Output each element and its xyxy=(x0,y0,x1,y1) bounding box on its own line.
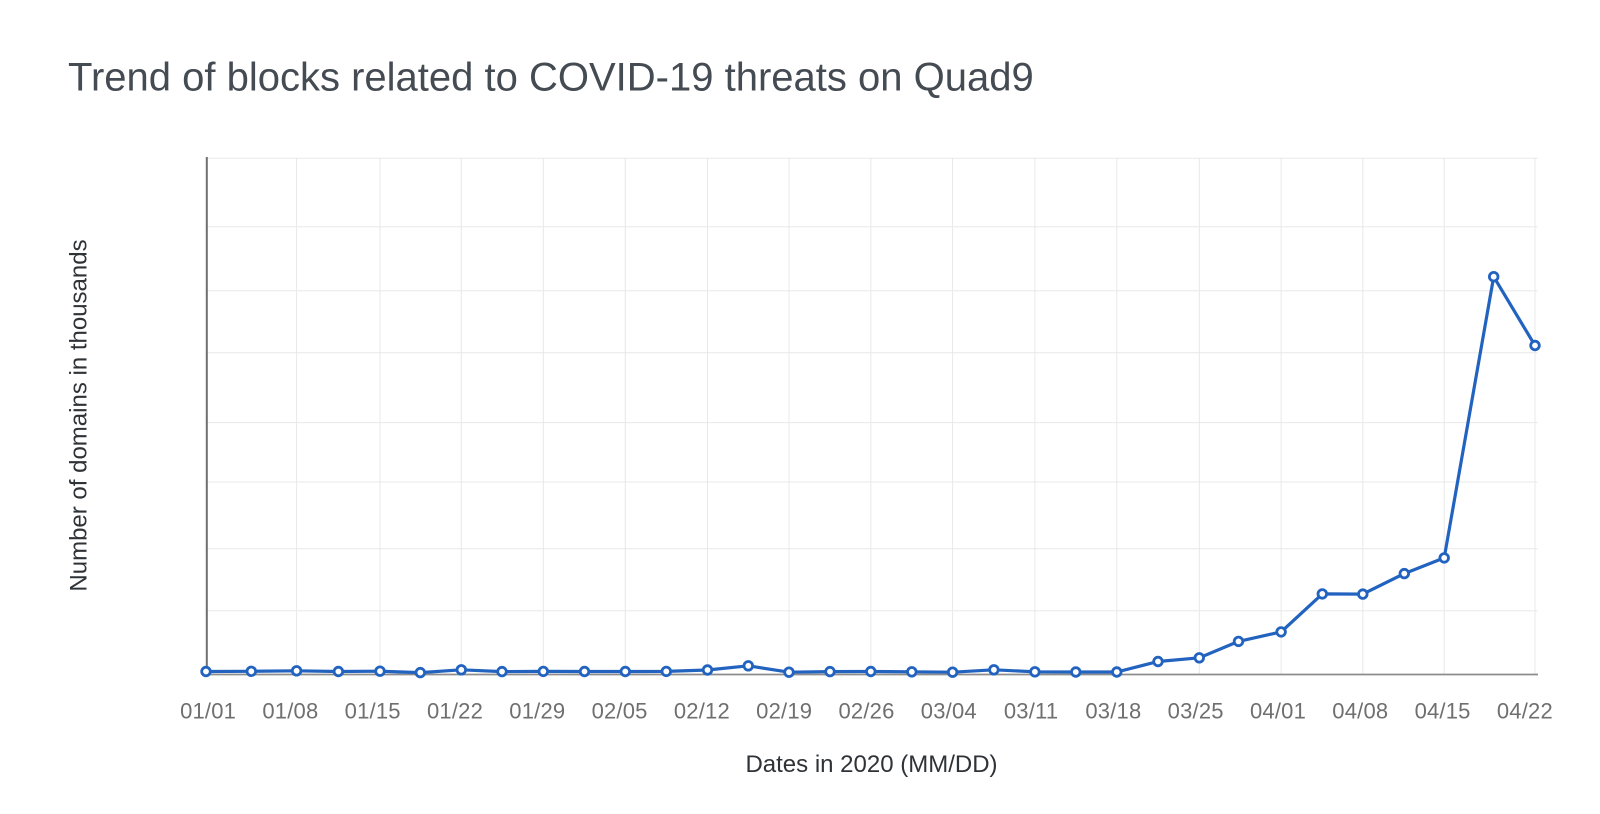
svg-text:01/15: 01/15 xyxy=(345,699,401,724)
svg-text:02/26: 02/26 xyxy=(838,699,894,724)
svg-text:02/05: 02/05 xyxy=(592,699,648,724)
svg-text:04/22: 04/22 xyxy=(1497,699,1553,724)
svg-text:Dates in 2020 (MM/DD): Dates in 2020 (MM/DD) xyxy=(745,751,997,778)
svg-text:04/15: 04/15 xyxy=(1415,699,1471,724)
svg-text:03/25: 03/25 xyxy=(1168,699,1224,724)
svg-text:03/11: 03/11 xyxy=(1004,699,1058,724)
svg-text:01/01: 01/01 xyxy=(180,699,236,724)
svg-text:01/29: 01/29 xyxy=(509,699,565,724)
svg-text:Number of domains in thousands: Number of domains in thousands xyxy=(66,239,93,591)
svg-text:01/22: 01/22 xyxy=(427,699,483,724)
svg-text:02/19: 02/19 xyxy=(756,699,812,724)
svg-text:04/01: 04/01 xyxy=(1250,699,1306,724)
svg-text:03/18: 03/18 xyxy=(1085,699,1141,724)
svg-text:03/04: 03/04 xyxy=(921,699,977,724)
svg-text:Trend of blocks related to COV: Trend of blocks related to COVID-19 thre… xyxy=(68,56,1034,100)
svg-text:04/08: 04/08 xyxy=(1332,699,1388,724)
svg-text:02/12: 02/12 xyxy=(674,699,730,724)
svg-text:01/08: 01/08 xyxy=(262,699,318,724)
